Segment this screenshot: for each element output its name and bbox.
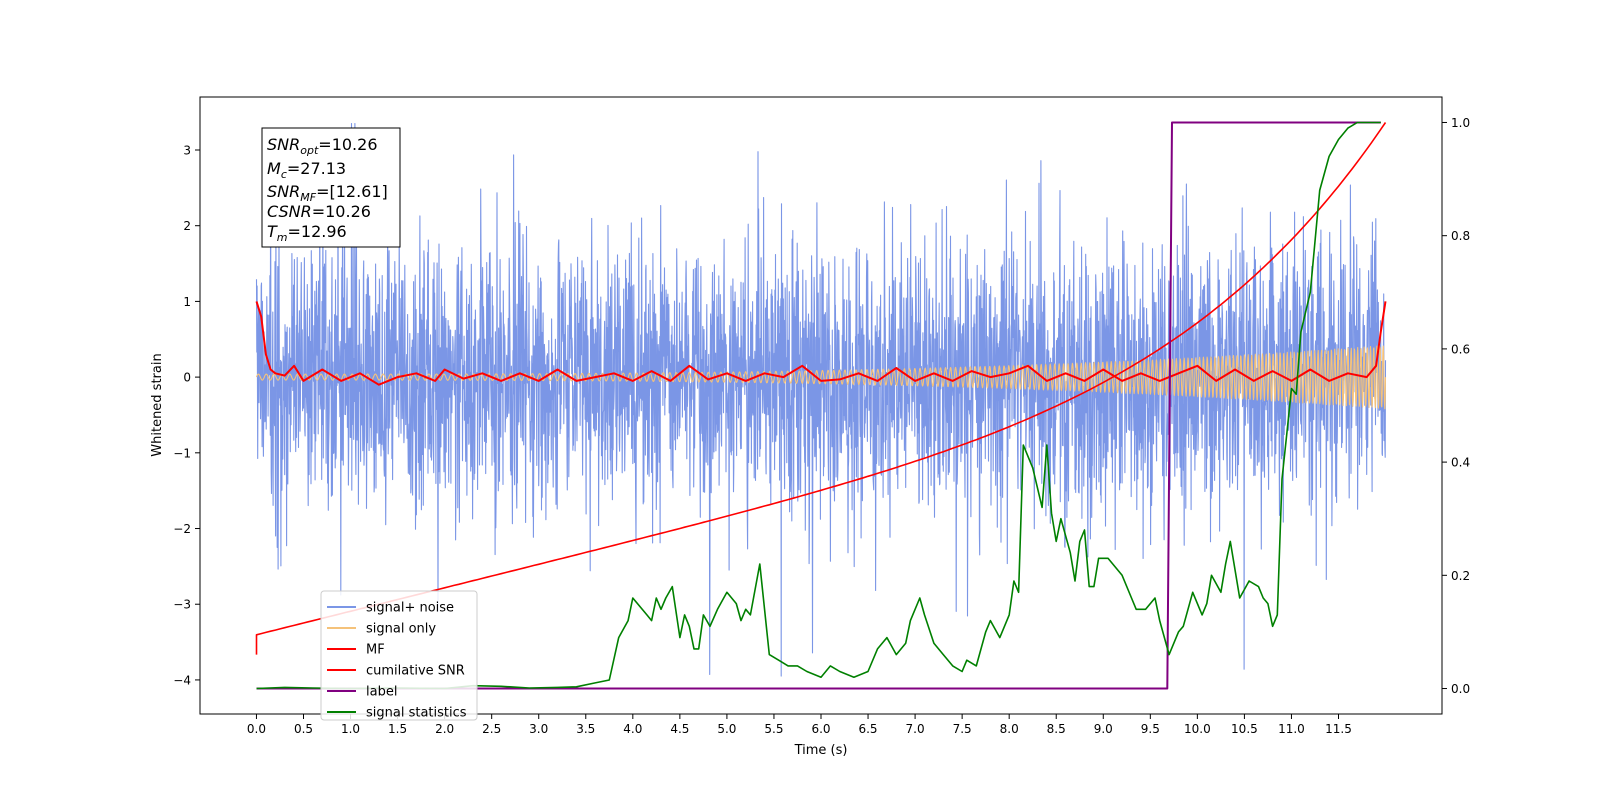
x-tick-label: 5.0	[717, 722, 736, 736]
x-tick-label: 6.5	[858, 722, 877, 736]
x-tick-label: 4.5	[670, 722, 689, 736]
series-signal-noise-line	[255, 122, 1387, 677]
x-tick-label: 11.0	[1278, 722, 1305, 736]
y-axis-label-left: Whitened strain	[150, 353, 165, 456]
tick-layer: 0.0 0.5 1.0 1.5 2.0 2.5 3.0 3.5 4.0 4.5 5.0 5.5 6.0 6…	[173, 116, 1470, 736]
x-tick-label: 1.5	[388, 722, 407, 736]
y-tick-label-right: 0.6	[1451, 342, 1470, 356]
legend-label: cumilative SNR	[366, 664, 465, 679]
x-tick-label: 8.5	[1047, 722, 1066, 736]
annotation-snr-mf: SNRMF=[12.61]	[267, 182, 388, 204]
y-tick-label-left: −2	[173, 522, 191, 536]
x-tick-label: 9.5	[1141, 722, 1160, 736]
x-tick-label: 5.5	[764, 722, 783, 736]
y-tick-label-left: −1	[173, 446, 191, 460]
series-mf-line	[255, 301, 1387, 386]
series-signal-statistics-line	[256, 121, 1381, 690]
x-tick-label: 4.0	[623, 722, 642, 736]
y-tick-label-left: 0	[183, 371, 191, 385]
annotation-merger-time: Tm=12.96	[267, 222, 347, 244]
legend: signal+ noise signal only MF cumilative SNR…	[320, 590, 478, 721]
x-tick-label: 0.5	[294, 722, 313, 736]
x-tick-label: 7.0	[906, 722, 925, 736]
y-tick-label-right: 0.0	[1451, 682, 1470, 696]
series-label-line	[256, 121, 1381, 690]
y-tick-label-left: 1	[183, 295, 191, 309]
x-tick-label: 0.0	[247, 722, 266, 736]
x-tick-label: 11.5	[1325, 722, 1352, 736]
x-tick-label: 2.0	[435, 722, 454, 736]
x-tick-label: 3.0	[529, 722, 548, 736]
legend-frame	[320, 590, 478, 721]
legend-label: label	[366, 685, 397, 700]
y-tick-label-left: −3	[173, 598, 191, 612]
y-tick-label-right: 0.4	[1451, 456, 1470, 470]
series-signal-only-line	[255, 345, 1387, 410]
y-tick-label-left: −4	[173, 673, 191, 687]
y-tick-label-right: 1.0	[1451, 116, 1470, 130]
x-tick-label: 10.0	[1184, 722, 1211, 736]
x-tick-label: 8.0	[1000, 722, 1019, 736]
annotation-csnr: CSNR=10.26	[267, 202, 371, 221]
legend-label: signal statistics	[366, 706, 467, 721]
x-axis-label: Time (s)	[794, 743, 848, 758]
y-tick-label-left: 2	[183, 219, 191, 233]
annotation-snr-opt: SNRopt=10.26	[267, 135, 378, 157]
x-tick-label: 6.0	[811, 722, 830, 736]
legend-label: signal only	[366, 622, 436, 637]
legend-label: MF	[366, 643, 385, 658]
series-cumulative-snr-line	[255, 122, 1387, 655]
plot-area	[255, 121, 1387, 690]
y-tick-label-right: 0.2	[1451, 569, 1470, 583]
y-tick-label-left: 3	[183, 143, 191, 157]
y-tick-label-right: 0.8	[1451, 229, 1470, 243]
x-tick-label: 9.0	[1094, 722, 1113, 736]
legend-label: signal+ noise	[366, 601, 454, 616]
x-tick-label: 2.5	[482, 722, 501, 736]
x-tick-label: 1.0	[341, 722, 360, 736]
annotation-chirp-mass: Mc=27.13	[267, 159, 346, 181]
annotation-box: SNRopt=10.26 Mc=27.13 SNRMF=[12.61] CSNR…	[261, 127, 401, 248]
x-tick-label: 10.5	[1231, 722, 1258, 736]
x-tick-label: 7.5	[953, 722, 972, 736]
x-tick-label: 3.5	[576, 722, 595, 736]
